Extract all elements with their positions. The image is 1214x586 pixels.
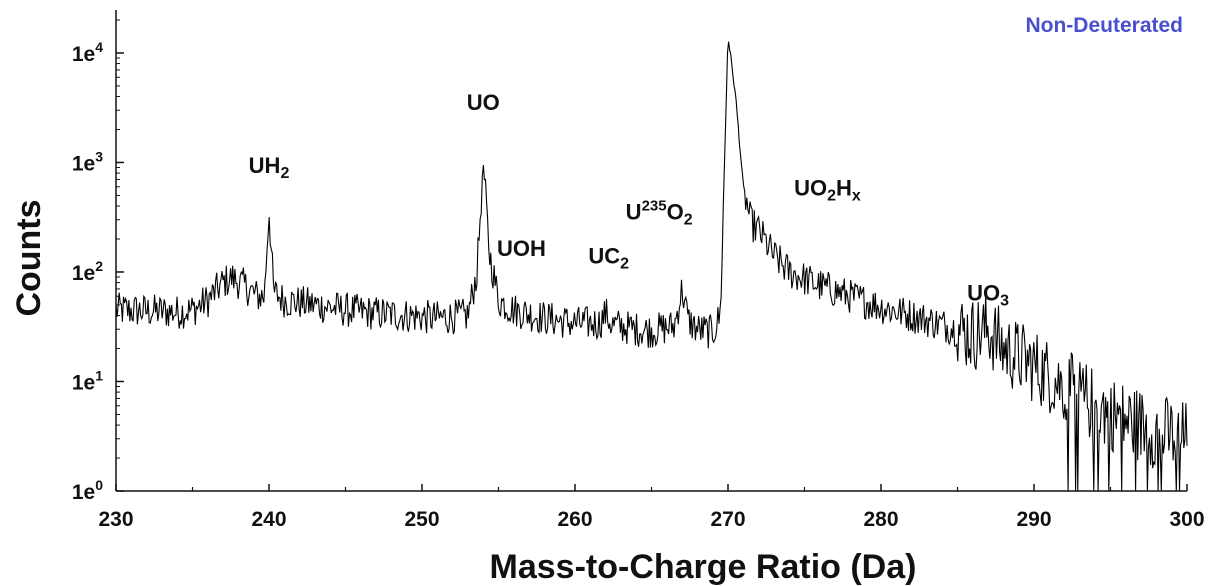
y-axis-title: Counts: [10, 199, 48, 316]
peak-label-1: UO: [467, 90, 500, 115]
x-tick-label-300: 300: [1169, 508, 1204, 531]
y-tick-label-4: 1e4: [72, 39, 103, 66]
x-tick-label-280: 280: [863, 508, 898, 531]
peak-label-4: U235O2: [626, 198, 693, 229]
peak-label-6: UO2Hx: [794, 175, 861, 204]
series-line-0: [115, 41, 1188, 492]
peak-label-7: UO3: [967, 280, 1009, 309]
x-tick-label-230: 230: [98, 508, 133, 531]
x-axis-title: Mass-to-Charge Ratio (Da): [490, 548, 917, 586]
peak-label-2: UOH: [497, 236, 546, 261]
x-tick-label-290: 290: [1016, 508, 1051, 531]
y-tick-label-2: 1e2: [72, 258, 103, 285]
peak-labels: UH2UOUOHUC2U235O2UO2UO2HxUO3: [249, 90, 1009, 309]
y-tick-label-3: 1e3: [72, 148, 103, 175]
axes: 230 240 250 260 270 280 290 300 1e0 1e1 1e2 1e3 1e4: [72, 10, 1205, 531]
corner-label: Non-Deuterated: [1025, 14, 1183, 37]
y-tick-label-1: 1e1: [72, 367, 103, 394]
x-tick-label-270: 270: [710, 508, 745, 531]
x-tick-label-250: 250: [404, 508, 439, 531]
x-tick-label-260: 260: [557, 508, 592, 531]
peak-label-0: UH2: [249, 153, 290, 182]
plot-area: [115, 41, 1188, 492]
y-tick-label-0: 1e0: [72, 477, 103, 504]
peak-label-3: UC2: [588, 243, 629, 272]
x-tick-label-240: 240: [251, 508, 286, 531]
